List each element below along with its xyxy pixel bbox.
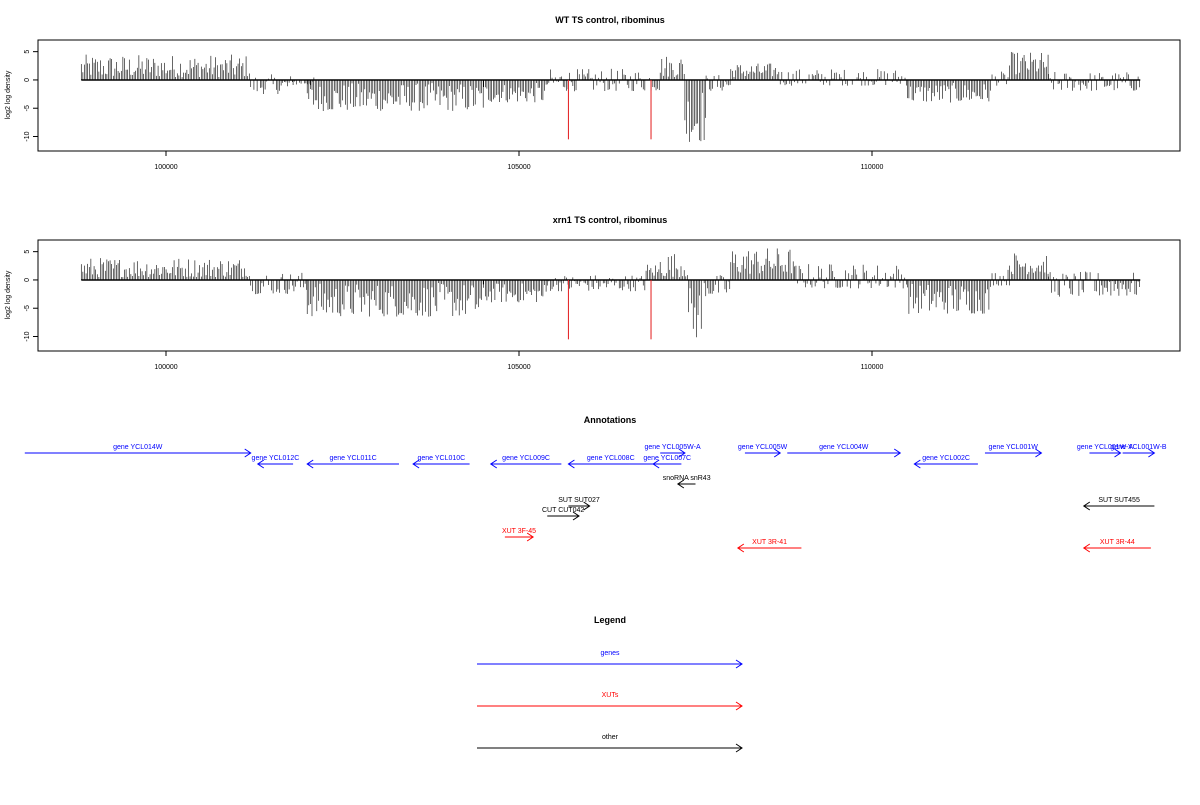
xrn1-track-title: xrn1 TS control, ribominus <box>553 215 668 225</box>
feature-arrowhead <box>256 459 265 469</box>
feature-arrowhead <box>583 501 591 511</box>
y-tick-label: -10 <box>24 331 31 341</box>
feature-label: gene YCL002C <box>922 455 970 462</box>
y-tick-label: 0 <box>24 78 31 82</box>
y-tick-label: -10 <box>24 131 31 141</box>
feature-label: SUT SUT455 <box>1098 497 1140 504</box>
xrn1-track-panel: xrn1 TS control, ribominus log2 log dens… <box>5 215 1181 371</box>
y-tick-label: 0 <box>24 278 31 282</box>
feature-arrowhead <box>736 543 745 553</box>
feature-label: XUT 3R-41 <box>752 539 787 546</box>
y-tick-label: 5 <box>24 250 31 254</box>
feature-label: XUT 3R-44 <box>1100 539 1135 546</box>
feature-arrowhead <box>1082 543 1091 553</box>
feature-label: gene YCL014W <box>113 444 163 451</box>
feature-arrowhead <box>893 448 902 458</box>
y-tick-label: -5 <box>24 305 31 311</box>
feature-arrowhead <box>1082 501 1091 511</box>
annotations-title: Annotations <box>584 415 637 425</box>
x-tick-label: 105000 <box>507 164 530 171</box>
wt-track-panel: WT TS control, ribominus log2 log densit… <box>5 15 1181 171</box>
feature-arrowhead <box>1035 448 1043 458</box>
feature-label: gene YCL007C <box>643 455 691 462</box>
feature-label: gene YCL012C <box>252 455 300 462</box>
feature-arrowhead <box>489 459 498 469</box>
feature-arrowhead <box>1148 448 1156 458</box>
x-tick-label: 105000 <box>507 364 530 371</box>
wt-track-title: WT TS control, ribominus <box>555 15 665 25</box>
xrn1-track-plot-frame <box>37 239 1181 352</box>
legend-title: Legend <box>594 615 626 625</box>
feature-arrowhead <box>1114 448 1122 458</box>
legend-arrowhead <box>735 701 743 711</box>
feature-label: gene YCL011C <box>329 455 376 462</box>
feature-label: gene YCL009C <box>502 455 550 462</box>
feature-label: gene YCL010C <box>417 455 465 462</box>
feature-label: CUT CUT042 <box>542 507 584 514</box>
legend-panel: Legend genes XUTs other <box>477 615 743 753</box>
legend-arrowhead <box>735 659 743 669</box>
wt-track-plot-frame <box>37 39 1181 152</box>
feature-label: gene YCL008C <box>587 455 635 462</box>
feature-arrowhead <box>412 459 420 469</box>
xrn1-track-ylabel: log2 log density <box>5 270 12 319</box>
y-tick-label: -5 <box>24 105 31 111</box>
feature-label: gene YCL001W-B <box>1110 444 1166 451</box>
feature-label: gene YCL001W-A <box>1077 444 1133 451</box>
wt-track-ylabel: log2 log density <box>5 70 12 119</box>
x-tick-label: 100000 <box>154 364 177 371</box>
feature-arrowhead <box>913 459 921 469</box>
y-tick-label: 5 <box>24 50 31 54</box>
feature-arrowhead <box>567 459 575 469</box>
x-tick-label: 110000 <box>861 364 884 371</box>
x-tick-label: 100000 <box>154 164 177 171</box>
feature-arrowhead <box>244 448 252 458</box>
feature-arrowhead <box>676 479 685 489</box>
feature-arrowhead <box>678 448 686 458</box>
feature-label: gene YCL005W <box>738 444 788 451</box>
x-tick-label: 110000 <box>861 164 884 171</box>
legend-label: genes <box>600 650 620 657</box>
feature-arrowhead <box>572 511 580 521</box>
feature-label: SUT SUT027 <box>558 497 600 504</box>
feature-label: gene YCL004W <box>819 444 869 451</box>
feature-label: gene YCL005W-A <box>644 444 700 451</box>
feature-label: XUT 3F-45 <box>502 528 536 535</box>
legend-label: other <box>602 734 619 741</box>
legend-label: XUTs <box>602 692 619 699</box>
feature-arrowhead <box>306 459 314 469</box>
legend-arrowhead <box>735 743 743 753</box>
feature-label: gene YCL001W <box>989 444 1039 451</box>
feature-arrowhead <box>652 459 660 469</box>
annotations-panel: Annotations gene YCL014W gene YCL012C gene… <box>24 415 1167 553</box>
feature-arrowhead <box>773 448 782 458</box>
feature-arrowhead <box>526 532 535 542</box>
feature-label: snoRNA snR43 <box>663 475 711 482</box>
